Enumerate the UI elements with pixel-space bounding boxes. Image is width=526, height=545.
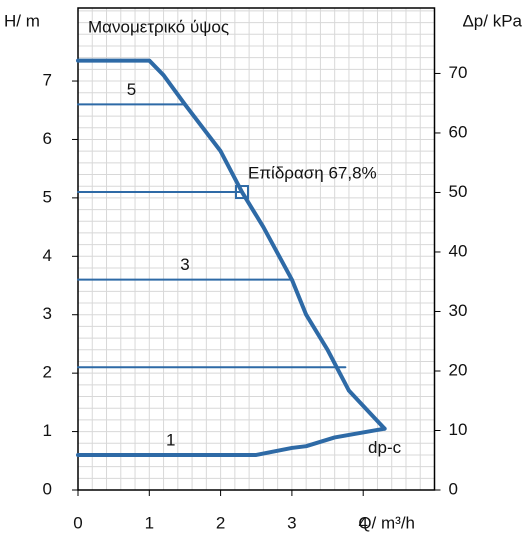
y-tick-label: 1: [43, 421, 52, 440]
x-tick-label: 2: [216, 513, 225, 532]
x-tick-label: 3: [287, 513, 296, 532]
curve: [76, 58, 387, 431]
series-label: 1: [166, 430, 175, 449]
x-axis-label: Q/ m³/h: [358, 513, 415, 532]
y2-tick-label: 20: [449, 360, 468, 379]
y2-tick-label: 10: [449, 420, 468, 439]
y-tick-label: 4: [43, 246, 52, 265]
operating-point: [234, 185, 249, 200]
x-tick-label: 4: [358, 513, 367, 532]
y2-tick-label: 30: [449, 301, 468, 320]
y2-tick-label: 50: [449, 182, 468, 201]
y2-tick-label: 70: [449, 63, 468, 82]
y-tick-label: 0: [43, 479, 52, 498]
y-axis-label: H/ m: [4, 11, 40, 30]
y-tick-label: 2: [43, 363, 52, 382]
x-tick-label: 0: [73, 513, 82, 532]
y-tick-label: 6: [43, 129, 52, 148]
chart-title: Μανομετρικό ύψος: [88, 17, 229, 36]
y-tick-label: 5: [43, 187, 52, 206]
series-label: 3: [180, 255, 189, 274]
y2-tick-label: 40: [449, 241, 468, 260]
series-label: 5: [127, 80, 136, 99]
y2-axis-label: Δp/ kPa: [462, 11, 522, 30]
point-label: Επίδραση 67,8%: [248, 164, 377, 183]
annotation: dp-c: [368, 438, 402, 457]
y-tick-label: 3: [43, 304, 52, 323]
curve: [76, 426, 387, 457]
y2-tick-label: 60: [449, 122, 468, 141]
x-tick-label: 1: [145, 513, 154, 532]
y-tick-label: 7: [43, 71, 52, 90]
plot-frame: [77, 7, 436, 491]
y2-tick-label: 0: [449, 479, 458, 498]
